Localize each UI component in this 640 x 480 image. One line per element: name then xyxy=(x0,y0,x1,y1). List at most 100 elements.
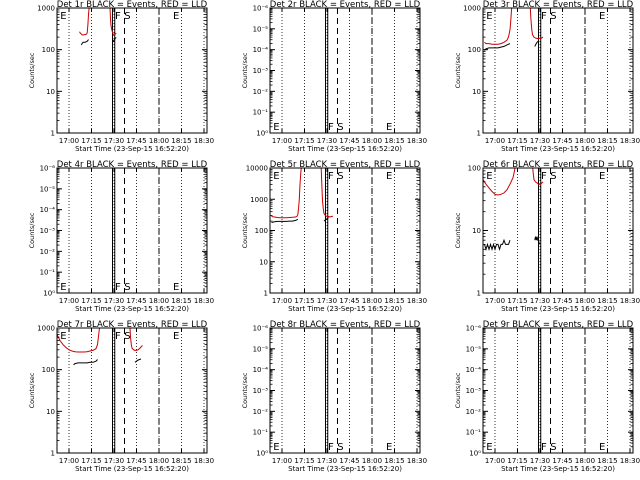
y-tick-label: 10 xyxy=(472,227,481,235)
y-tick-label: 10⁻⁶ xyxy=(253,5,269,13)
x-tick-label: 18:30 xyxy=(407,137,427,145)
series-events-line xyxy=(271,218,299,223)
event-marker: F xyxy=(328,171,334,182)
series-events-line xyxy=(80,39,89,46)
event-marker: F xyxy=(541,171,547,182)
x-tick-label: 18:30 xyxy=(620,297,640,305)
series-group xyxy=(57,328,143,366)
x-axis-label: Start Time (23-Sep-15 16:52:20) xyxy=(501,305,615,313)
x-tick-label: 17:45 xyxy=(339,457,359,465)
y-tick-label: 10⁻⁶ xyxy=(40,165,56,173)
y-axis-label: Counts/sec xyxy=(454,372,462,408)
x-axis-label: Start Time (23-Sep-15 16:52:20) xyxy=(288,145,402,153)
x-tick-label: 17:30 xyxy=(104,137,124,145)
x-tick-label: 18:00 xyxy=(362,137,382,145)
x-tick-label: 18:15 xyxy=(384,457,404,465)
x-tick-label: 17:30 xyxy=(317,297,337,305)
series-lld-line xyxy=(109,8,117,37)
event-marker: E xyxy=(60,331,66,342)
x-tick-label: 17:45 xyxy=(126,297,146,305)
x-tick-label: 17:45 xyxy=(552,297,572,305)
y-tick-label: 10⁻² xyxy=(253,408,269,416)
x-tick-label: 17:30 xyxy=(530,297,550,305)
y-tick-label: 10⁻⁴ xyxy=(253,46,269,54)
y-tick-label: 100 xyxy=(255,227,268,235)
x-tick-label: 18:15 xyxy=(597,457,617,465)
y-tick-label: 1 xyxy=(477,130,481,138)
event-marker: E xyxy=(173,331,179,342)
y-tick-label: 100 xyxy=(42,46,55,54)
y-tick-label: 10⁻⁴ xyxy=(466,366,482,374)
y-tick-label: 10⁻³ xyxy=(253,67,269,75)
y-tick-label: 10⁻¹ xyxy=(253,109,269,117)
y-tick-label: 10 xyxy=(46,408,55,416)
y-tick-label: 10⁰ xyxy=(256,130,268,138)
series-lld-line xyxy=(483,168,516,196)
x-tick-label: 17:00 xyxy=(272,297,292,305)
x-tick-label: 17:45 xyxy=(552,137,572,145)
event-marker: S xyxy=(124,331,130,342)
event-marker: E xyxy=(386,442,392,453)
x-tick-label: 18:00 xyxy=(149,297,169,305)
y-tick-label: 10 xyxy=(259,258,268,266)
x-tick-label: 18:15 xyxy=(597,137,617,145)
x-tick-label: 17:00 xyxy=(485,137,505,145)
plot-frame xyxy=(269,167,421,294)
series-lld-line xyxy=(532,168,544,185)
y-axis-label: Counts/sec xyxy=(454,212,462,248)
x-axis-label: Start Time (23-Sep-15 16:52:20) xyxy=(288,465,402,473)
y-axis-label: Counts/sec xyxy=(28,212,36,248)
x-tick-label: 18:15 xyxy=(384,137,404,145)
y-tick-label: 10⁻² xyxy=(40,248,56,256)
x-tick-label: 17:00 xyxy=(59,297,79,305)
x-axis-label: Start Time (23-Sep-15 16:52:20) xyxy=(501,465,615,473)
y-axis-label: Counts/sec xyxy=(241,212,249,248)
y-tick-label: 10 xyxy=(472,88,481,96)
series-lld-line xyxy=(271,168,302,219)
x-tick-label: 17:15 xyxy=(81,457,101,465)
panel-title: Det 9r BLACK = Events, RED = LLD xyxy=(483,320,634,330)
x-tick-label: 18:15 xyxy=(171,297,191,305)
series-events-line xyxy=(112,37,117,43)
series-group xyxy=(271,168,334,223)
y-axis-label: Counts/sec xyxy=(454,52,462,88)
y-tick-label: 10⁻⁵ xyxy=(466,345,482,353)
series-lld-line xyxy=(57,328,100,353)
y-tick-label: 10⁰ xyxy=(256,450,268,458)
plot-frame xyxy=(56,7,208,134)
series-events-line xyxy=(534,40,539,47)
x-tick-label: 17:30 xyxy=(317,137,337,145)
series-events-line xyxy=(484,238,511,252)
plot-frame xyxy=(56,167,208,294)
x-tick-label: 18:00 xyxy=(149,137,169,145)
plot-frame xyxy=(482,327,634,454)
plot-frame xyxy=(56,327,208,454)
y-axis-label: Counts/sec xyxy=(28,372,36,408)
event-marker: F xyxy=(115,282,121,293)
series-lld-line xyxy=(484,8,513,45)
x-tick-label: 17:45 xyxy=(339,137,359,145)
y-tick-label: 1 xyxy=(51,130,55,138)
event-marker: E xyxy=(486,11,492,22)
x-tick-label: 17:45 xyxy=(126,457,146,465)
x-tick-label: 17:15 xyxy=(294,137,314,145)
x-tick-label: 17:45 xyxy=(552,457,572,465)
event-marker: E xyxy=(599,171,605,182)
y-tick-label: 1 xyxy=(477,290,481,298)
x-tick-label: 18:30 xyxy=(407,457,427,465)
y-tick-label: 10⁻⁵ xyxy=(40,185,56,193)
event-marker: E xyxy=(386,171,392,182)
x-tick-label: 17:00 xyxy=(59,457,79,465)
event-marker: S xyxy=(337,442,343,453)
series-group xyxy=(483,168,544,252)
x-tick-label: 17:15 xyxy=(507,137,527,145)
y-tick-label: 10⁻² xyxy=(466,408,482,416)
y-tick-label: 100 xyxy=(468,46,481,54)
event-marker: E xyxy=(273,171,279,182)
series-lld-line xyxy=(320,168,334,218)
event-marker: F xyxy=(115,331,121,342)
